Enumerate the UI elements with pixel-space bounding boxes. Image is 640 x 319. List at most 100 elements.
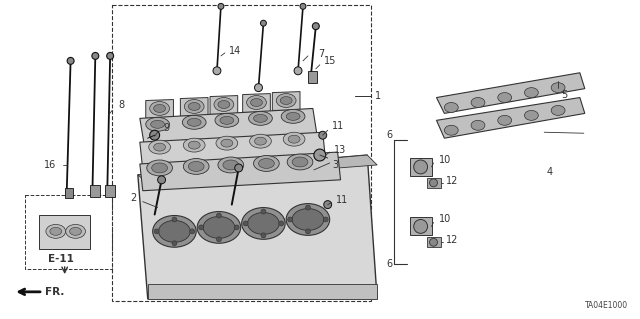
Ellipse shape — [251, 99, 262, 107]
Polygon shape — [140, 132, 326, 170]
Bar — [427, 237, 442, 247]
Bar — [266, 142, 271, 172]
Text: 16: 16 — [44, 160, 56, 170]
Ellipse shape — [215, 114, 239, 127]
Ellipse shape — [292, 157, 308, 167]
Ellipse shape — [188, 141, 200, 149]
Circle shape — [255, 84, 262, 92]
Ellipse shape — [290, 137, 296, 141]
Bar — [410, 158, 431, 176]
Bar — [172, 152, 177, 182]
Text: 1: 1 — [375, 91, 381, 100]
Circle shape — [216, 237, 221, 242]
Ellipse shape — [259, 159, 275, 168]
Text: 3: 3 — [333, 160, 339, 170]
Ellipse shape — [220, 116, 234, 124]
Circle shape — [243, 221, 248, 226]
Ellipse shape — [214, 98, 234, 111]
Circle shape — [294, 67, 302, 75]
Ellipse shape — [196, 147, 202, 151]
Ellipse shape — [266, 140, 271, 144]
Circle shape — [305, 229, 310, 234]
Circle shape — [305, 205, 310, 210]
Polygon shape — [146, 100, 173, 118]
Circle shape — [287, 217, 292, 222]
Circle shape — [157, 176, 166, 184]
Text: 14: 14 — [229, 46, 241, 56]
Ellipse shape — [313, 135, 319, 139]
Text: 13: 13 — [333, 145, 346, 155]
Ellipse shape — [216, 136, 237, 150]
Ellipse shape — [498, 115, 511, 125]
Ellipse shape — [188, 118, 201, 126]
Ellipse shape — [148, 153, 155, 157]
Text: 7: 7 — [318, 49, 324, 59]
Bar — [25, 195, 112, 269]
Ellipse shape — [154, 143, 166, 151]
Text: 9: 9 — [164, 123, 170, 133]
Circle shape — [198, 225, 204, 230]
Bar — [290, 139, 296, 169]
Circle shape — [312, 23, 319, 30]
Text: 11: 11 — [332, 121, 344, 131]
Circle shape — [429, 179, 438, 187]
Circle shape — [319, 131, 326, 139]
Bar — [244, 144, 250, 174]
Ellipse shape — [188, 161, 204, 171]
Ellipse shape — [148, 140, 170, 154]
Ellipse shape — [152, 163, 168, 173]
Ellipse shape — [524, 88, 538, 98]
Circle shape — [150, 130, 159, 140]
Polygon shape — [180, 98, 208, 116]
Text: 12: 12 — [446, 235, 459, 245]
Ellipse shape — [183, 159, 209, 174]
Ellipse shape — [218, 100, 230, 108]
Ellipse shape — [203, 217, 235, 238]
Circle shape — [67, 57, 74, 64]
Ellipse shape — [244, 142, 250, 146]
Ellipse shape — [218, 157, 244, 173]
Text: 6: 6 — [387, 259, 393, 269]
Ellipse shape — [150, 120, 164, 128]
Circle shape — [413, 160, 428, 174]
Ellipse shape — [221, 139, 233, 147]
Bar — [196, 149, 202, 179]
Text: 10: 10 — [440, 155, 452, 165]
Bar — [308, 71, 317, 83]
Ellipse shape — [281, 109, 305, 123]
Ellipse shape — [154, 105, 166, 112]
Text: 5: 5 — [561, 90, 567, 100]
Circle shape — [235, 164, 243, 172]
Circle shape — [323, 217, 328, 222]
Circle shape — [234, 225, 239, 230]
Bar — [427, 178, 442, 188]
Bar — [65, 188, 72, 198]
Ellipse shape — [444, 102, 458, 112]
Ellipse shape — [147, 160, 172, 176]
Text: 4: 4 — [546, 167, 552, 177]
Polygon shape — [273, 92, 300, 110]
Ellipse shape — [471, 98, 485, 108]
Ellipse shape — [188, 102, 200, 110]
Ellipse shape — [159, 220, 190, 242]
Text: 12: 12 — [446, 176, 459, 186]
Ellipse shape — [183, 138, 205, 152]
Polygon shape — [436, 73, 585, 114]
Circle shape — [261, 233, 266, 238]
Ellipse shape — [284, 132, 305, 146]
Text: 10: 10 — [440, 214, 452, 225]
Ellipse shape — [248, 212, 279, 234]
Bar — [221, 147, 227, 177]
Circle shape — [279, 221, 284, 226]
Polygon shape — [210, 96, 237, 115]
Bar — [313, 137, 319, 167]
Circle shape — [261, 209, 266, 214]
Ellipse shape — [288, 135, 300, 143]
Bar — [90, 185, 100, 197]
Ellipse shape — [498, 93, 511, 102]
Ellipse shape — [197, 211, 241, 243]
Ellipse shape — [66, 225, 85, 238]
Text: 6: 6 — [387, 130, 393, 140]
Ellipse shape — [287, 154, 313, 170]
Ellipse shape — [153, 216, 196, 247]
